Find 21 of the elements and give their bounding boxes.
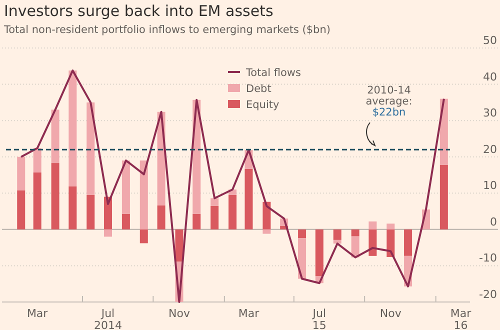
y-tick-label: 10 [483, 179, 497, 192]
x-tick-label: Mar [26, 307, 48, 320]
y-tick-label: -10 [479, 252, 497, 265]
chart-subtitle: Total non-resident portfolio inflows to emerging markets ($bn) [3, 24, 330, 36]
x-tick-label: Mar [238, 307, 260, 320]
y-tick-label: 50 [483, 34, 497, 47]
y-tick-label: 40 [483, 70, 497, 84]
x-tick-label: Jul 2014 [94, 307, 122, 330]
x-tick-label: Nov [168, 307, 190, 320]
legend-label: Total flows [245, 67, 301, 79]
x-tick-label: Mar 16 [450, 307, 472, 330]
ref-line-label: 2010-14 average: $22bn [366, 84, 412, 119]
x-tick-label: Jul 15 [312, 307, 326, 330]
y-tick-label: 0 [490, 215, 497, 228]
chart-title: Investors surge back into EM assets [4, 2, 274, 20]
y-tick-label: -20 [479, 288, 497, 301]
y-tick-label: 20 [483, 142, 497, 156]
legend-label: Debt [246, 83, 272, 95]
y-tick-label: 30 [483, 106, 497, 120]
legend-label: Equity [246, 99, 280, 111]
x-tick-label: Nov [380, 307, 402, 320]
